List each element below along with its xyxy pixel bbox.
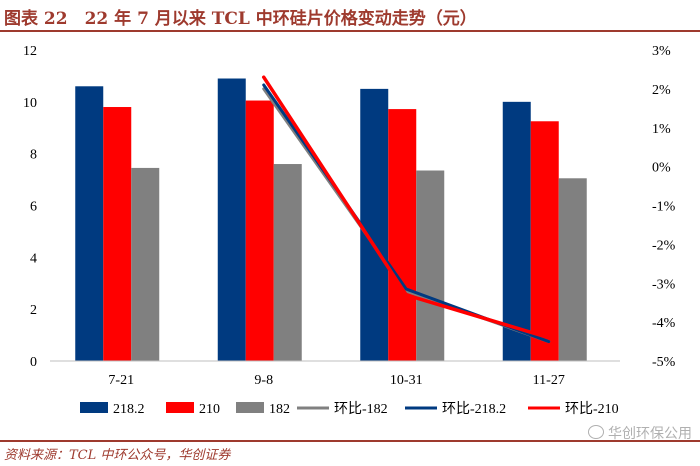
category-label: 7-21: [108, 373, 134, 388]
bar-210-9-8: [245, 100, 274, 361]
chart-svg: 0 2 4 6 8 10 12 -5% -4% -3% -2% -1% 0% 1% 2% 3% 7-21 9-8 1…: [23, 44, 676, 417]
left-tick-label: 0: [30, 355, 37, 370]
left-tick-label: 10: [23, 96, 37, 111]
right-tick-label: -2%: [652, 238, 676, 253]
bar-182-10-31: [416, 170, 445, 361]
legend-swatch-218.2: [80, 402, 108, 413]
left-tick-label: 4: [30, 251, 37, 266]
left-tick-label: 6: [30, 200, 37, 215]
left-tick-label: 8: [30, 148, 37, 163]
right-tick-label: 0%: [652, 161, 671, 176]
chart-title: 图表 22 22 年 7 月以来 TCL 中环硅片价格变动走势（元）: [4, 9, 477, 29]
bar-182-7-21: [131, 167, 160, 361]
right-tick-label: 2%: [652, 83, 671, 98]
legend-label: 环比-210: [565, 401, 619, 417]
bar-210-11-27: [530, 121, 559, 361]
right-tick-label: -4%: [652, 316, 676, 331]
legend-label: 182: [269, 402, 290, 417]
right-tick-label: 3%: [652, 44, 671, 59]
bar-182-11-27: [558, 178, 587, 361]
line-环比-210: [262, 75, 551, 340]
legend-label: 环比-218.2: [442, 401, 506, 417]
legend-label: 环比-182: [334, 401, 388, 417]
watermark: 华创环保公用: [588, 423, 692, 443]
category-label: 11-27: [533, 373, 565, 388]
right-tick-label: 1%: [652, 122, 671, 137]
watermark-text: 华创环保公用: [608, 426, 692, 442]
legend-swatch-182: [236, 402, 264, 413]
category-label: 10-31: [390, 373, 423, 388]
legend-label: 218.2: [113, 402, 145, 417]
bar-218.2-10-31: [360, 88, 389, 361]
title-bar: [0, 0, 700, 32]
bar-218.2-7-21: [75, 86, 104, 362]
right-tick-label: -5%: [652, 355, 676, 370]
right-tick-label: -1%: [652, 200, 676, 215]
left-tick-label: 12: [23, 44, 37, 59]
bar-182-9-8: [273, 164, 302, 361]
bar-210-10-31: [388, 109, 417, 361]
source-bar: [0, 440, 700, 466]
legend-label: 210: [199, 402, 220, 417]
legend-swatch-210: [166, 402, 194, 413]
right-tick-label: -3%: [652, 277, 676, 292]
bar-210-7-21: [103, 107, 132, 362]
wechat-icon: [588, 425, 604, 439]
left-tick-label: 2: [30, 303, 37, 318]
category-label: 9-8: [254, 373, 273, 388]
bar-218.2-11-27: [502, 101, 531, 361]
source-note: 资料来源：TCL 中环公众号，华创证券: [4, 448, 231, 463]
bar-218.2-9-8: [217, 78, 246, 361]
